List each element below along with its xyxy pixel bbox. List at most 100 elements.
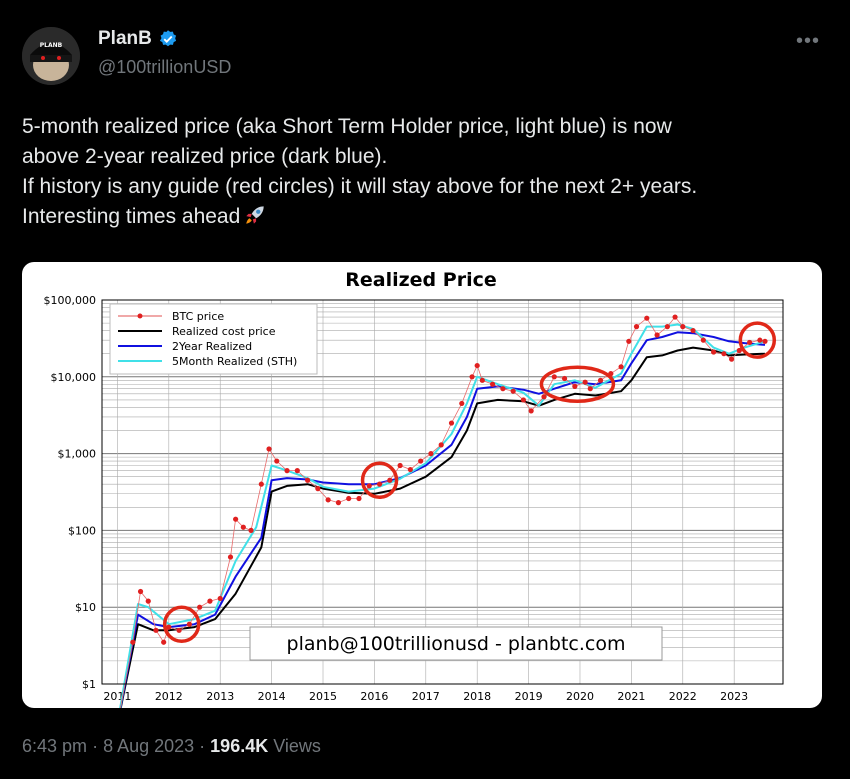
btc-price-points — [120, 314, 768, 708]
btc-price-point — [700, 337, 706, 343]
btc-price-point — [161, 639, 167, 645]
rocket-icon — [246, 206, 264, 224]
x-tick-label: 2012 — [155, 690, 183, 703]
tweet-line-3: If history is any guide (red circles) it… — [22, 175, 698, 198]
btc-price-point — [618, 364, 624, 370]
views-label: Views — [273, 736, 321, 756]
btc-price-point — [387, 477, 393, 483]
author-name[interactable]: PlanB — [98, 28, 152, 49]
y-tick-label: $10,000 — [51, 371, 97, 384]
y-tick-label: $100 — [68, 524, 96, 537]
btc-price-point — [551, 374, 557, 380]
more-options-icon[interactable]: ••• — [795, 30, 820, 52]
btc-price-point — [428, 451, 434, 457]
x-tick-label: 2016 — [360, 690, 388, 703]
tweet-line-2: above 2-year realized price (dark blue). — [22, 145, 388, 168]
separator-dot: · — [92, 736, 104, 756]
btc-price-point — [479, 377, 485, 383]
btc-price-point — [736, 347, 742, 354]
btc-price-point — [266, 446, 272, 452]
btc-price-point — [335, 500, 342, 506]
btc-price-point — [438, 442, 444, 448]
author-handle[interactable]: @100trillionUSD — [98, 57, 232, 77]
btc-price-point — [528, 408, 534, 414]
btc-price-point — [644, 315, 650, 321]
btc-price-point — [186, 621, 192, 627]
btc-price-point — [654, 332, 660, 338]
y-axis-ticks: $1 $10 $100 $1,000 $10,000 $100,000 — [44, 294, 97, 691]
btc-price-point — [397, 462, 403, 469]
chart-title: Realized Price — [345, 269, 496, 291]
btc-price-point — [166, 624, 172, 630]
btc-price-point — [137, 588, 144, 595]
btc-price-point — [587, 386, 593, 392]
x-tick-label: 2017 — [412, 690, 440, 703]
btc-price-point — [762, 338, 768, 344]
btc-price-point — [582, 379, 588, 385]
tweet-line-4-wrap: Interesting times ahead — [22, 202, 832, 232]
btc-price-point — [729, 356, 735, 362]
btc-price-point — [240, 524, 246, 530]
red-circle-annotation — [738, 321, 777, 359]
avatar-image: PLANB — [22, 27, 80, 85]
tweet-date[interactable]: 8 Aug 2023 — [103, 736, 195, 756]
y-tick-label: $1,000 — [58, 448, 97, 461]
watermark-text: planb@100trillionusd - planbtc.com — [287, 633, 626, 655]
y-tick-label: $1 — [82, 678, 96, 691]
red-circle-annotations — [162, 321, 777, 643]
plot-frame — [101, 299, 784, 685]
x-tick-label: 2020 — [566, 690, 594, 703]
tweet-footer: 6:43 pm · 8 Aug 2023 · 196.4K Views — [22, 736, 321, 757]
btc-price-point — [626, 338, 632, 344]
btc-price-point — [597, 377, 604, 383]
avatar[interactable]: PLANB — [22, 27, 80, 85]
tweet-text: 5-month realized price (aka Short Term H… — [22, 112, 832, 232]
x-tick-label: 2022 — [669, 690, 697, 703]
legend-label-2year: 2Year Realized — [172, 340, 252, 353]
btc-price-point — [217, 595, 223, 602]
y-tick-label: $10 — [75, 601, 96, 614]
btc-price-point — [356, 495, 362, 502]
tweet-line-4: Interesting times ahead — [22, 205, 241, 228]
btc-price-point — [757, 337, 763, 343]
btc-price-point — [315, 486, 321, 492]
btc-price-point — [633, 324, 640, 330]
views-count: 196.4K — [210, 736, 269, 756]
two-year-realized-line — [119, 331, 766, 708]
btc-price-point — [258, 481, 264, 487]
btc-price-point — [680, 324, 686, 330]
legend: BTC price Realized cost price 2Year Real… — [109, 303, 318, 375]
tweet-time[interactable]: 6:43 pm — [22, 736, 88, 756]
btc-price-point — [176, 627, 182, 633]
btc-price-point — [474, 362, 480, 369]
btc-price-point — [207, 598, 213, 604]
btc-price-point — [448, 420, 455, 426]
red-circle-annotation — [539, 365, 616, 403]
x-tick-label: 2011 — [103, 690, 131, 703]
btc-price-point — [561, 375, 568, 382]
btc-price-point — [418, 458, 424, 464]
btc-price-point — [746, 339, 753, 346]
btc-price-point — [721, 351, 727, 357]
btc-price-point — [490, 381, 496, 387]
x-tick-label: 2021 — [617, 690, 645, 703]
btc-price-point — [541, 394, 547, 400]
legend-label-5month: 5Month Realized (STH) — [172, 355, 297, 368]
x-tick-label: 2023 — [720, 690, 748, 703]
btc-price-point — [233, 516, 239, 522]
btc-price-point — [248, 527, 254, 533]
chart-card[interactable]: Realized Price $1 $10 $100 $1,000 $10,000 $10… — [22, 262, 822, 708]
realized-cost-line — [119, 346, 766, 708]
x-tick-label: 2019 — [515, 690, 543, 703]
btc-price-point — [153, 627, 159, 633]
y-tick-label: $100,000 — [44, 294, 97, 307]
btc-price-point — [469, 374, 475, 380]
btc-price-point — [130, 639, 136, 645]
legend-dot-btc — [137, 313, 143, 319]
btc-price-point — [459, 400, 465, 407]
btc-price-point — [664, 324, 670, 330]
btc-price-point — [227, 554, 234, 560]
btc-price-point — [304, 477, 311, 483]
realized-price-chart: Realized Price $1 $10 $100 $1,000 $10,000 $10… — [44, 269, 784, 708]
x-tick-label: 2014 — [258, 690, 286, 703]
